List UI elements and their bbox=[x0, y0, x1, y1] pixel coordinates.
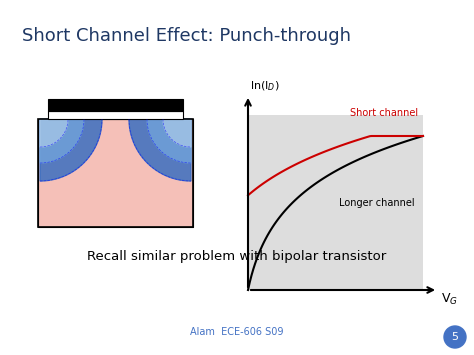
Text: V$_G$: V$_G$ bbox=[441, 292, 458, 307]
Text: 5: 5 bbox=[452, 332, 458, 342]
Text: Short Channel Effect: Punch-through: Short Channel Effect: Punch-through bbox=[22, 27, 351, 45]
Polygon shape bbox=[38, 119, 193, 227]
Text: Alam  ECE-606 S09: Alam ECE-606 S09 bbox=[190, 327, 284, 337]
Polygon shape bbox=[129, 119, 191, 181]
Text: ln(I$_D$): ln(I$_D$) bbox=[250, 80, 280, 93]
Text: Longer channel: Longer channel bbox=[339, 197, 415, 208]
Polygon shape bbox=[40, 119, 102, 181]
Bar bbox=[248, 115, 423, 290]
Bar bbox=[48, 111, 183, 119]
Circle shape bbox=[444, 326, 466, 348]
Polygon shape bbox=[40, 119, 68, 147]
Bar bbox=[48, 99, 183, 111]
Text: Short channel: Short channel bbox=[350, 108, 418, 118]
Polygon shape bbox=[163, 119, 191, 147]
Text: Recall similar problem with bipolar transistor: Recall similar problem with bipolar tran… bbox=[87, 250, 387, 263]
Polygon shape bbox=[147, 119, 191, 163]
Polygon shape bbox=[40, 119, 84, 163]
